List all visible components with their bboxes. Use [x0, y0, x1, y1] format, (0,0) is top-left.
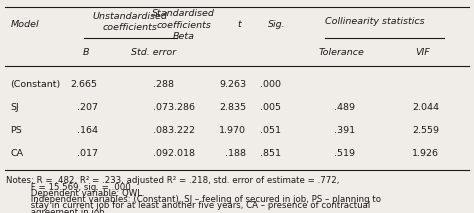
- Text: (Constant): (Constant): [10, 80, 61, 89]
- Text: Dependent variable: QWL.: Dependent variable: QWL.: [6, 189, 145, 198]
- Text: .005: .005: [260, 103, 281, 112]
- Text: stay in current job for at least another five years, CA – presence of contractua: stay in current job for at least another…: [6, 201, 370, 210]
- Text: .073: .073: [153, 103, 174, 112]
- Text: Independent variables: (Constant), SJ – feeling of secured in job, PS – planning: Independent variables: (Constant), SJ – …: [6, 195, 381, 204]
- Text: 1.970: 1.970: [219, 126, 246, 135]
- Text: .851: .851: [260, 149, 281, 158]
- Text: .188: .188: [225, 149, 246, 158]
- Text: .288: .288: [153, 80, 174, 89]
- Text: .222: .222: [174, 126, 195, 135]
- Text: Standardised
coefficients
Beta: Standardised coefficients Beta: [152, 10, 215, 41]
- Text: 2.559: 2.559: [412, 126, 439, 135]
- Text: .083: .083: [153, 126, 174, 135]
- Text: 2.044: 2.044: [412, 103, 439, 112]
- Text: .018: .018: [174, 149, 195, 158]
- Text: Tolerance: Tolerance: [319, 48, 365, 57]
- Text: PS: PS: [10, 126, 22, 135]
- Text: Model: Model: [10, 20, 39, 29]
- Text: .164: .164: [77, 126, 98, 135]
- Text: .391: .391: [334, 126, 356, 135]
- Text: SJ: SJ: [10, 103, 19, 112]
- Text: Unstandardised
coefficients: Unstandardised coefficients: [93, 12, 168, 32]
- Text: Std. error: Std. error: [131, 48, 176, 57]
- Text: agreement in job.: agreement in job.: [6, 208, 108, 213]
- Text: .051: .051: [260, 126, 281, 135]
- Text: 9.263: 9.263: [219, 80, 246, 89]
- Text: F = 15.569, sig. = .000.: F = 15.569, sig. = .000.: [6, 183, 134, 192]
- Text: .017: .017: [77, 149, 98, 158]
- Text: Collinearity statistics: Collinearity statistics: [325, 17, 425, 26]
- Text: 2.665: 2.665: [71, 80, 98, 89]
- Text: .286: .286: [174, 103, 195, 112]
- Text: .489: .489: [335, 103, 356, 112]
- Text: CA: CA: [10, 149, 23, 158]
- Text: Notes: R = .482, R² = .233, adjusted R² = .218, std. error of estimate = .772,: Notes: R = .482, R² = .233, adjusted R² …: [6, 176, 339, 186]
- Text: 1.926: 1.926: [412, 149, 439, 158]
- Text: VIF: VIF: [415, 48, 430, 57]
- Text: Sig.: Sig.: [268, 20, 285, 29]
- Text: .207: .207: [77, 103, 98, 112]
- Text: 2.835: 2.835: [219, 103, 246, 112]
- Text: t: t: [237, 20, 241, 29]
- Text: B: B: [83, 48, 89, 57]
- Text: .092: .092: [153, 149, 174, 158]
- Text: .000: .000: [260, 80, 281, 89]
- Text: .519: .519: [335, 149, 356, 158]
